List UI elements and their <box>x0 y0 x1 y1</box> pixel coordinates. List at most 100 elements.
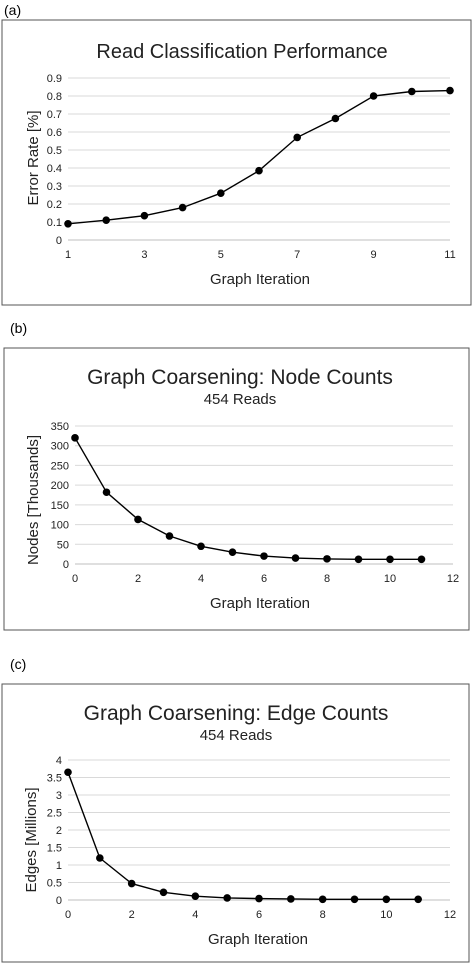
x-tick-label: 8 <box>320 909 326 921</box>
data-point <box>408 87 416 96</box>
data-point <box>331 114 340 123</box>
series-line <box>74 437 422 561</box>
data-point <box>255 166 263 175</box>
data-point <box>127 879 136 888</box>
y-tick-label: 1 <box>56 860 62 872</box>
y-tick-label: 0.9 <box>47 73 62 85</box>
y-tick-label: 0 <box>56 895 62 907</box>
y-tick-label: 0 <box>56 235 62 247</box>
data-point <box>191 892 200 900</box>
y-tick-label: 2.5 <box>47 808 62 820</box>
x-tick-label: 12 <box>444 909 456 921</box>
y-tick-label: 4 <box>56 755 62 767</box>
x-tick-label: 7 <box>294 249 300 261</box>
data-point <box>197 542 205 551</box>
y-tick-label: 0.3 <box>47 181 62 193</box>
data-point <box>293 133 302 142</box>
y-tick-label: 0 <box>63 559 69 571</box>
y-tick-label: 2 <box>56 825 62 837</box>
chart-title: Graph Coarsening: Edge Counts <box>84 702 389 725</box>
data-point <box>446 86 454 95</box>
y-tick-label: 300 <box>51 441 69 453</box>
y-tick-label: 0.2 <box>47 199 62 211</box>
data-point <box>386 555 394 564</box>
data-point <box>96 854 104 862</box>
data-point <box>165 532 174 540</box>
data-point <box>134 515 142 524</box>
y-tick-label: 1.5 <box>47 843 62 855</box>
data-point <box>417 555 426 564</box>
data-point <box>223 894 231 902</box>
data-point <box>178 203 187 212</box>
x-tick-label: 4 <box>192 909 198 921</box>
y-tick-label: 350 <box>51 421 69 433</box>
x-tick-label: 1 <box>65 249 71 261</box>
x-axis-label: Graph Iteration <box>210 595 310 612</box>
data-point <box>140 211 149 220</box>
chart-edge-counts: Graph Coarsening: Edge Counts 454 Reads … <box>1 683 470 963</box>
data-point <box>287 895 295 903</box>
x-axis-label: Graph Iteration <box>208 931 308 948</box>
data-point <box>217 189 225 197</box>
y-tick-label: 0.7 <box>47 109 62 121</box>
chart-node-counts: Graph Coarsening: Node Counts 454 Reads … <box>3 347 470 631</box>
data-point <box>159 888 168 897</box>
panel-label-b: (b) <box>10 320 28 336</box>
x-tick-label: 0 <box>65 909 71 921</box>
x-tick-label: 2 <box>135 573 141 585</box>
y-tick-label: 0.4 <box>47 163 62 175</box>
y-tick-label: 0.6 <box>47 127 62 139</box>
data-point <box>64 220 72 228</box>
chart-frame <box>1 19 472 306</box>
x-tick-label: 10 <box>380 909 392 921</box>
y-tick-label: 0.8 <box>47 91 62 103</box>
data-point <box>369 92 378 100</box>
data-point <box>102 216 110 224</box>
x-tick-label: 2 <box>129 909 135 921</box>
y-tick-label: 3 <box>56 790 62 802</box>
y-axis-label: Edges [Millions] <box>23 787 40 892</box>
chart-frame <box>1 683 470 963</box>
x-tick-label: 5 <box>218 249 224 261</box>
chart-title: Graph Coarsening: Node Counts <box>87 366 393 389</box>
y-tick-label: 200 <box>51 480 69 492</box>
data-point <box>71 434 79 442</box>
data-point <box>350 895 359 904</box>
x-tick-label: 4 <box>198 573 204 585</box>
x-tick-label: 11 <box>444 249 455 261</box>
y-axis-label: Error Rate [%] <box>25 110 42 205</box>
panel-label-a: (a) <box>4 2 22 18</box>
data-point <box>354 555 363 564</box>
y-tick-label: 0.1 <box>47 217 62 229</box>
x-tick-label: 9 <box>371 249 377 261</box>
x-tick-label: 12 <box>447 573 459 585</box>
data-point <box>255 894 263 903</box>
y-tick-label: 100 <box>51 520 69 532</box>
y-tick-label: 250 <box>51 460 69 472</box>
chart-read-classification: Read Classification Performance 0 0.1 0.2 0… <box>1 19 472 306</box>
data-point <box>318 895 327 904</box>
chart-subtitle: 454 Reads <box>200 727 273 744</box>
x-tick-label: 6 <box>261 573 267 585</box>
y-tick-label: 50 <box>57 539 69 551</box>
chart-subtitle: 454 Reads <box>204 391 277 408</box>
x-tick-label: 8 <box>324 573 330 585</box>
data-point <box>260 552 268 560</box>
x-tick-label: 3 <box>141 249 147 261</box>
chart-title: Read Classification Performance <box>96 41 387 63</box>
panel-label-c: (c) <box>10 656 27 672</box>
y-tick-label: 0.5 <box>47 878 62 890</box>
data-point <box>323 555 331 563</box>
y-tick-label: 3.5 <box>47 773 62 785</box>
data-point <box>102 488 111 497</box>
x-tick-label: 6 <box>256 909 262 921</box>
x-tick-label: 10 <box>384 573 396 585</box>
data-point <box>228 548 237 556</box>
x-axis-label: Graph Iteration <box>210 271 310 288</box>
y-tick-label: 150 <box>51 500 69 512</box>
y-axis-label: Nodes [Thousands] <box>25 435 42 565</box>
data-point <box>414 895 422 904</box>
data-point <box>291 554 300 562</box>
data-point <box>382 895 391 904</box>
y-tick-label: 0.5 <box>47 145 62 157</box>
